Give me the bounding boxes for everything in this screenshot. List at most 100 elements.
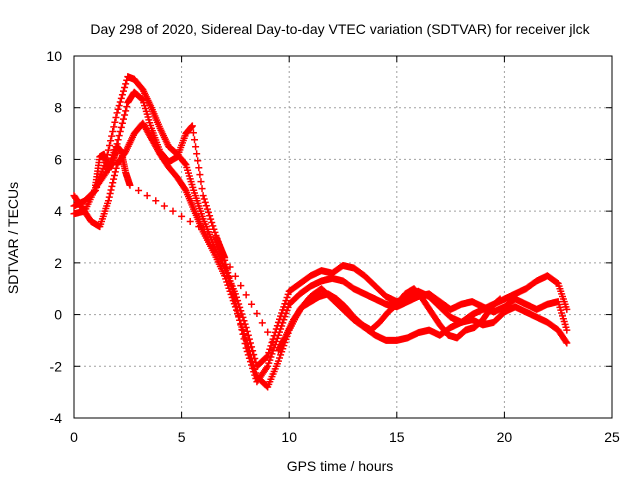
data-point — [110, 175, 118, 183]
data-point — [196, 171, 204, 179]
data-point — [266, 345, 274, 353]
data-point — [234, 310, 242, 318]
data-point — [250, 362, 258, 370]
data-point — [236, 316, 244, 324]
data-point — [496, 295, 504, 303]
data-point — [121, 111, 129, 119]
data-point — [266, 356, 274, 364]
data-point — [105, 193, 113, 201]
data-point — [152, 197, 160, 205]
x-tick-label: 15 — [389, 429, 405, 445]
data-point — [245, 347, 253, 355]
data-point — [495, 296, 503, 304]
data-point — [248, 300, 256, 308]
data-point — [237, 282, 245, 290]
data-point — [192, 143, 200, 151]
data-point — [108, 182, 116, 190]
sdtvar-track-d — [92, 143, 504, 355]
data-point — [282, 297, 290, 305]
y-tick-label: -4 — [50, 410, 63, 426]
data-point — [206, 212, 214, 220]
data-point — [202, 202, 210, 210]
plot-frame — [73, 55, 613, 419]
data-point — [114, 105, 122, 113]
data-point — [276, 354, 284, 362]
data-point — [201, 198, 209, 206]
data-point — [267, 353, 275, 361]
data-point — [189, 129, 197, 137]
data-point — [106, 141, 114, 149]
data-point — [281, 313, 289, 321]
data-point — [138, 95, 146, 103]
axis-ticks: 0 5 10 15 20 25 -4 -2 0 2 4 6 8 10 — [46, 48, 620, 445]
x-tick-label: 10 — [281, 429, 297, 445]
data-point — [109, 128, 117, 136]
y-tick-label: -2 — [50, 358, 63, 374]
data-point — [203, 205, 211, 213]
data-point — [101, 170, 109, 178]
data-point — [225, 284, 233, 292]
data-point — [223, 278, 231, 286]
data-point — [265, 349, 273, 357]
data-point — [263, 364, 271, 372]
data-point — [106, 190, 114, 198]
data-point — [107, 186, 115, 194]
data-point — [205, 208, 212, 216]
data-point — [222, 275, 230, 283]
data-point — [274, 357, 282, 365]
sdtvar-track-a — [70, 73, 571, 370]
y-tick-label: 8 — [54, 100, 62, 116]
data-point — [226, 287, 234, 295]
data-point — [119, 87, 127, 95]
data-point — [107, 137, 115, 145]
data-point — [562, 338, 570, 346]
data-point — [269, 337, 277, 345]
data-point — [126, 181, 134, 189]
data-point — [222, 260, 230, 268]
y-tick-label: 0 — [54, 307, 62, 323]
data-point — [118, 91, 126, 99]
data-point — [211, 228, 219, 236]
data-point — [284, 303, 292, 311]
data-point — [283, 294, 291, 302]
data-point — [112, 114, 120, 122]
data-point — [121, 84, 129, 92]
data-point — [200, 195, 208, 203]
data-point — [242, 336, 250, 344]
data-point — [115, 132, 123, 140]
data-point — [191, 136, 199, 144]
data-point — [563, 339, 571, 347]
data-point — [237, 320, 245, 328]
y-tick-label: 2 — [54, 255, 62, 271]
data-point — [231, 272, 239, 280]
data-point — [104, 146, 112, 154]
data-point — [231, 303, 239, 311]
data-point — [226, 277, 234, 285]
data-point — [195, 223, 203, 231]
data-point — [278, 322, 286, 330]
data-point — [242, 291, 250, 299]
data-point — [279, 319, 287, 327]
data-point — [113, 109, 121, 117]
data-point — [114, 136, 122, 144]
data-point — [199, 192, 207, 200]
grid — [74, 56, 612, 418]
data-point — [284, 290, 292, 298]
data-point — [229, 297, 237, 305]
data-point — [224, 281, 232, 289]
data-point — [230, 300, 238, 308]
data-point — [283, 306, 291, 314]
data-point — [276, 328, 284, 336]
data-point — [181, 160, 189, 168]
data-point — [277, 351, 285, 359]
data-point — [198, 185, 206, 193]
data-point — [207, 215, 215, 223]
data-point — [110, 171, 118, 179]
data-layer — [70, 73, 571, 391]
data-point — [248, 355, 256, 363]
y-tick-label: 4 — [54, 203, 62, 219]
data-point — [244, 344, 252, 352]
data-point — [248, 343, 256, 351]
